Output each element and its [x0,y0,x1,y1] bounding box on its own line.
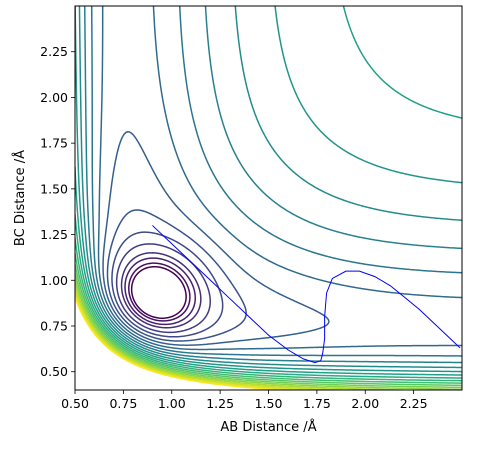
y-tick-label: 1.50 [40,181,68,196]
contour-level-9 [90,6,462,357]
x-tick-label: 2.00 [351,396,379,411]
contour-level-4 [115,243,211,334]
contour-level-2 [124,257,197,326]
contour-level-19 [75,278,462,390]
contour-lines [75,6,462,390]
x-tick-label: 2.25 [400,396,428,411]
x-axis-label: AB Distance /Å [220,419,316,435]
x-tick-label: 1.00 [158,396,186,411]
trajectory-line [152,225,461,364]
contour-level-17 [75,263,462,387]
y-tick-label: 0.50 [40,364,68,379]
y-tick-label: 1.25 [40,227,68,242]
x-tick-label: 0.50 [61,396,89,411]
x-axis-ticks: 0.50 0.75 1.00 1.25 1.50 1.75 2.00 2.25 [61,390,428,411]
y-tick-label: 2.00 [40,90,68,105]
y-tick-label: 2.25 [40,44,68,59]
contour-level-10 [83,6,462,364]
x-tick-label: 0.75 [109,396,137,411]
contour-level-7 [102,131,330,346]
x-tick-label: 1.75 [303,396,331,411]
contour-level-18 [75,271,462,389]
y-axis-ticks: 0.50 0.75 1.00 1.25 1.50 1.75 2.00 2.25 [40,44,75,379]
contour-level-16 [75,252,462,384]
contour-level-8 [97,6,462,351]
x-tick-label: 1.25 [206,396,234,411]
y-tick-label: 0.75 [40,319,68,334]
contour-level-13 [75,6,462,376]
contour-level-1 [128,262,191,322]
x-tick-label: 1.50 [255,396,283,411]
y-axis-label: BC Distance /Å [12,150,28,246]
contour-level-0 [130,265,187,319]
contour-level-3 [120,252,202,329]
contour-level-22 [75,292,308,390]
contour-level-11 [78,6,462,369]
contour-level-23 [75,296,283,390]
contour-level-14 [75,213,462,379]
contour-level-5 [111,231,224,338]
contour-level-15 [75,237,462,382]
trajectory-group [152,225,461,364]
contour-level-6 [106,209,247,342]
y-tick-label: 1.75 [40,136,68,151]
contour-level-12 [75,6,462,373]
y-tick-label: 1.00 [40,273,68,288]
